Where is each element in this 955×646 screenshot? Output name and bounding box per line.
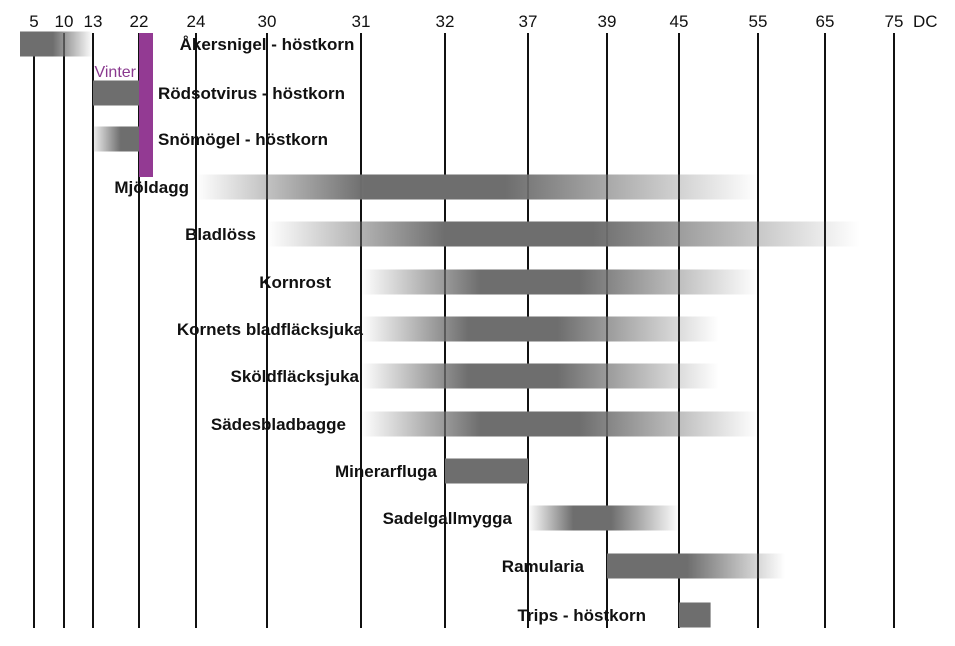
winter-label: Vinter xyxy=(94,64,136,81)
x-axis-ticks: 5 10 13 22 24 30 31 32 37 39 45 55 65 75 DC xyxy=(29,12,937,31)
bar xyxy=(361,363,719,389)
x-tick-label: 75 xyxy=(885,12,904,31)
x-tick-label: 10 xyxy=(55,12,74,31)
winter-band: Vinter xyxy=(94,33,153,177)
pest-label: Sköldfläcksjuka xyxy=(230,367,359,386)
x-tick-label: 65 xyxy=(816,12,835,31)
bar xyxy=(445,458,528,484)
x-tick-label: 22 xyxy=(130,12,149,31)
bar xyxy=(528,505,679,531)
bars xyxy=(20,31,860,628)
bar xyxy=(679,602,711,628)
pest-label: Kornrost xyxy=(259,273,331,292)
bar xyxy=(196,174,758,200)
winter-band-bar xyxy=(139,33,153,177)
gridlines xyxy=(33,33,895,628)
bar xyxy=(607,553,785,579)
pest-label: Sädesbladbagge xyxy=(211,415,346,434)
pest-label: Kornets bladfläcksjuka xyxy=(177,320,364,339)
bar xyxy=(361,411,758,437)
pest-label: Åkersnigel - höstkorn xyxy=(180,35,355,54)
pest-label: Ramularia xyxy=(502,557,585,576)
x-tick-label: 31 xyxy=(352,12,371,31)
x-tick-label: 5 xyxy=(29,12,38,31)
x-tick-label: 13 xyxy=(84,12,103,31)
bar xyxy=(361,316,719,342)
x-tick-label: 32 xyxy=(436,12,455,31)
bar xyxy=(20,31,93,57)
pest-label: Mjöldagg xyxy=(114,178,189,197)
pest-label: Trips - höstkorn xyxy=(518,606,646,625)
x-tick-label: 37 xyxy=(519,12,538,31)
x-tick-label: 55 xyxy=(749,12,768,31)
x-unit-label: DC xyxy=(913,12,938,31)
x-tick-label: 24 xyxy=(187,12,206,31)
bar xyxy=(93,80,139,106)
bar xyxy=(267,221,860,247)
pest-labels: Åkersnigel - höstkorn Rödsotvirus - höstk… xyxy=(114,35,646,625)
x-tick-label: 30 xyxy=(258,12,277,31)
x-tick-label: 39 xyxy=(598,12,617,31)
x-tick-label: 45 xyxy=(670,12,689,31)
pest-label: Rödsotvirus - höstkorn xyxy=(158,84,345,103)
pest-label: Bladlöss xyxy=(185,225,256,244)
pest-label: Sadelgallmygga xyxy=(383,509,513,528)
pest-label: Minerarfluga xyxy=(335,462,438,481)
bar xyxy=(93,126,139,152)
bar xyxy=(361,269,758,295)
pest-label: Snömögel - höstkorn xyxy=(158,130,328,149)
